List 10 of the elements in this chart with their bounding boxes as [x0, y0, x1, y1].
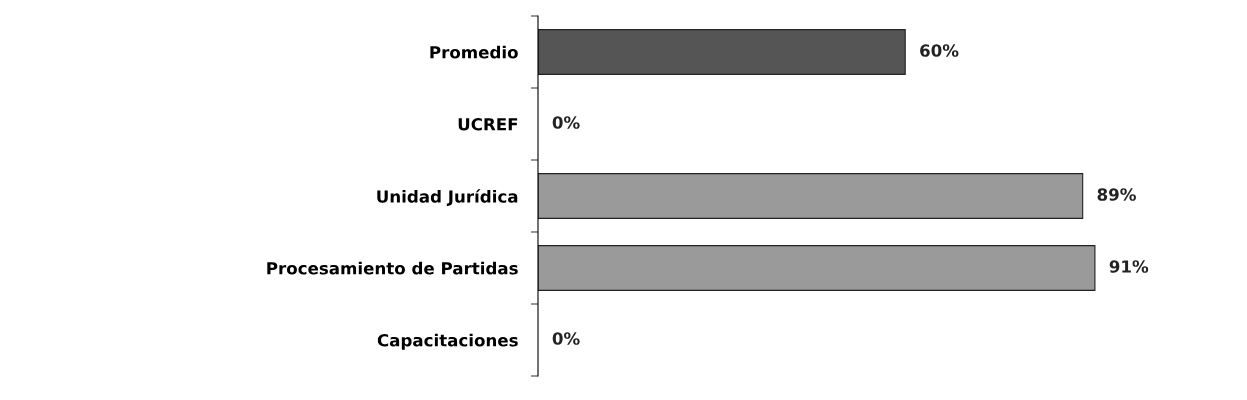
- y-tick-label: UCREF: [458, 117, 518, 131]
- y-tick-label: Promedio: [430, 45, 518, 59]
- data-label: 89%: [1097, 188, 1136, 201]
- y-tick-label: Capacitaciones: [377, 333, 518, 350]
- data-label: 0%: [552, 332, 580, 345]
- data-label: 60%: [920, 44, 959, 57]
- y-tick-label: Procesamiento de Partidas: [267, 261, 518, 275]
- data-label: 91%: [1109, 260, 1149, 273]
- y-tick-label: Unidad Jurídica: [377, 189, 518, 206]
- data-label: 0%: [552, 116, 580, 129]
